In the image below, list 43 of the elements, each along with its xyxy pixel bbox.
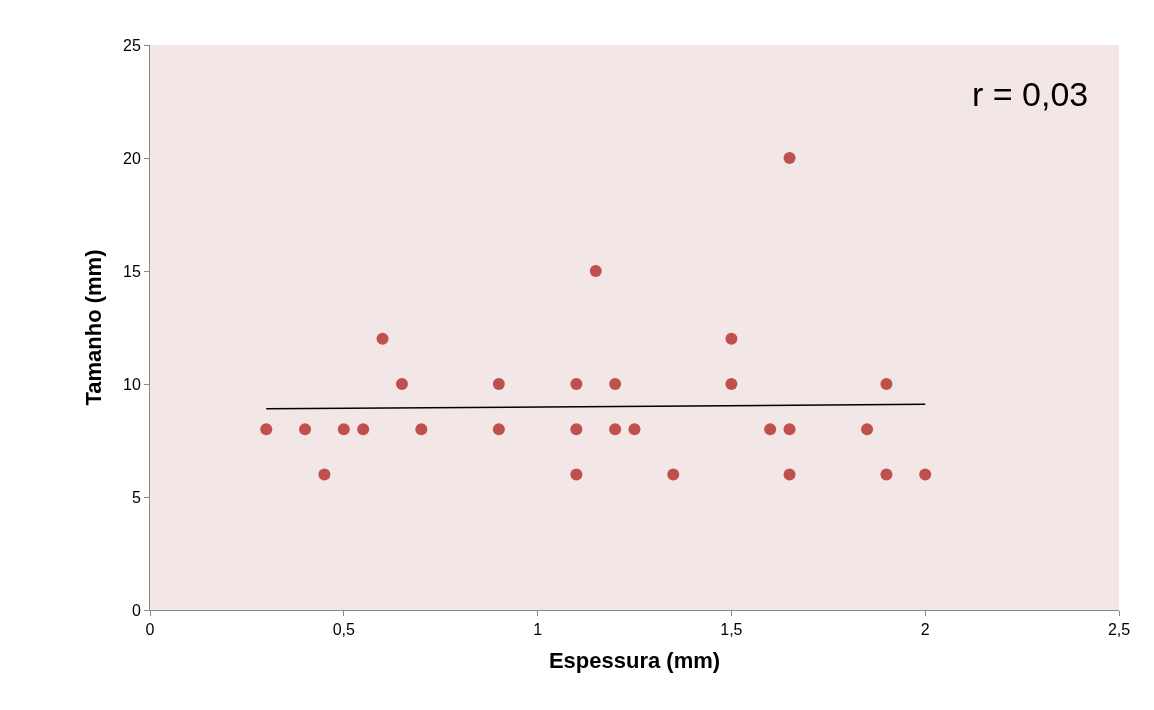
point	[337, 423, 350, 436]
y-tick-label: 5	[131, 488, 141, 506]
point	[570, 468, 583, 481]
y-tick-label: 20	[123, 149, 141, 167]
point	[357, 423, 370, 436]
y-axis-title: Tamanho (mm)	[80, 249, 106, 406]
x-axis-title: Espessura (mm)	[548, 648, 721, 674]
point	[492, 423, 505, 436]
y-tick-label: 15	[123, 262, 141, 280]
point	[880, 378, 893, 390]
x-tick-label: 0,5	[332, 621, 356, 639]
x-tick-label: 1	[533, 621, 543, 639]
y-tick-label: 10	[123, 375, 141, 393]
point	[667, 468, 680, 481]
point	[492, 378, 505, 390]
annotation: r = 0,03	[972, 75, 1089, 113]
point	[628, 423, 641, 436]
point	[376, 332, 389, 345]
y-tick-label: 0	[131, 601, 141, 619]
point	[589, 265, 602, 277]
point	[764, 423, 777, 436]
point	[570, 378, 583, 390]
point	[260, 423, 273, 436]
point	[609, 423, 622, 436]
point	[861, 423, 874, 436]
point	[725, 378, 738, 390]
x-tick-label: 0	[145, 621, 155, 639]
point	[783, 423, 796, 436]
point	[318, 468, 331, 481]
point	[919, 468, 932, 481]
point	[725, 332, 738, 345]
x-tick-label: 2	[920, 621, 930, 639]
x-tick-label: 2,5	[1107, 621, 1131, 639]
point	[880, 468, 893, 481]
x-tick-label: 1,5	[720, 621, 743, 639]
point	[415, 423, 428, 436]
point	[783, 152, 796, 164]
point	[395, 378, 408, 390]
y-tick-label: 25	[123, 36, 141, 54]
point	[570, 423, 583, 436]
point	[609, 378, 622, 390]
point	[783, 468, 796, 481]
point	[299, 423, 312, 436]
